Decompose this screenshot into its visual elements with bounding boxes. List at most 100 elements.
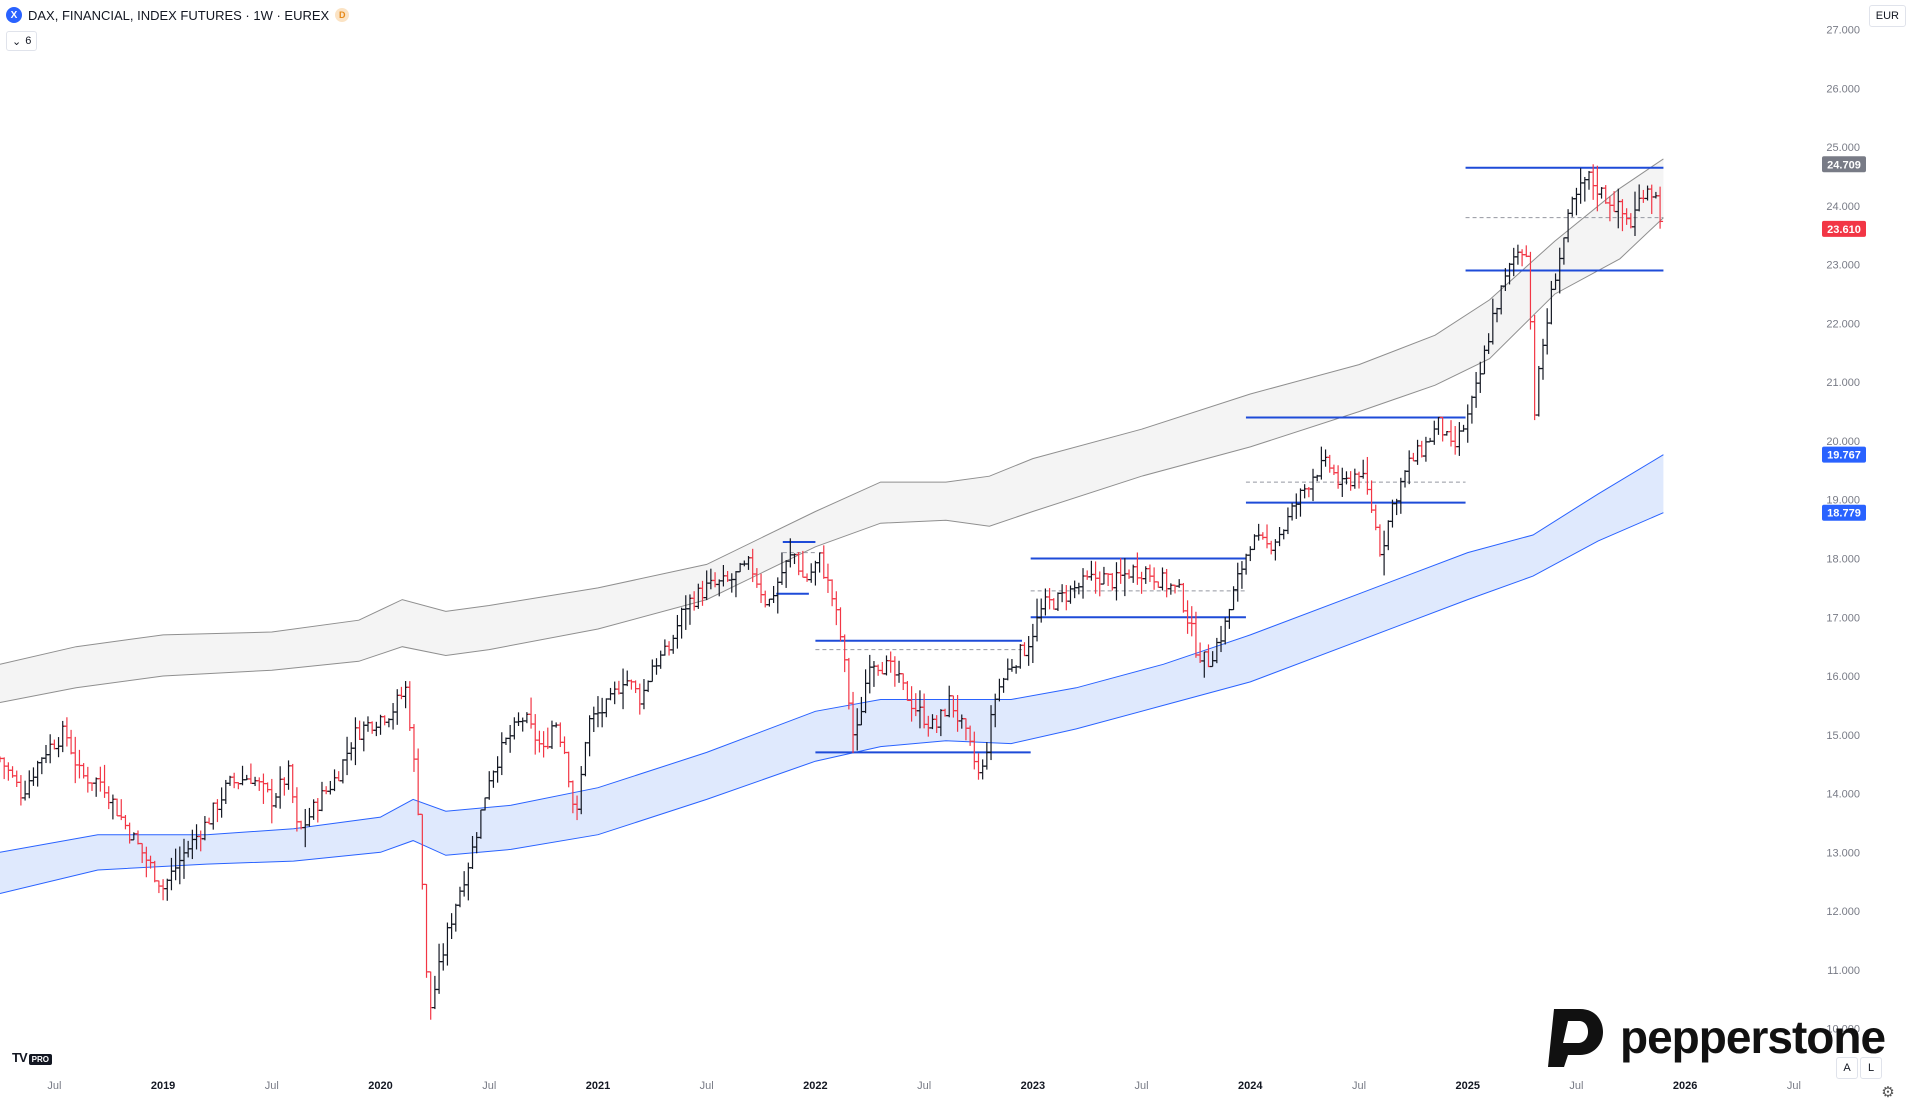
ohlc-bar xyxy=(866,654,873,694)
ohlc-bar xyxy=(1075,582,1082,595)
ohlc-bar xyxy=(440,943,447,971)
ohlc-bar xyxy=(335,771,342,782)
ohlc-bar xyxy=(1247,546,1254,562)
ohlc-bar xyxy=(808,563,815,583)
ohlc-bar xyxy=(1301,484,1308,499)
tradingview-logo[interactable]: TV PRO xyxy=(12,1050,52,1065)
ohlc-bar xyxy=(218,787,225,818)
ohlc-bar xyxy=(620,668,627,710)
ohlc-bar xyxy=(896,660,903,683)
ohlc-bar xyxy=(532,714,539,755)
ohlc-bar xyxy=(1435,416,1442,435)
ohlc-bar xyxy=(624,670,631,687)
ohlc-bar xyxy=(1585,170,1592,190)
x-tick-label: Jul xyxy=(1135,1080,1149,1092)
band-fill-1 xyxy=(0,454,1664,894)
ohlc-bar xyxy=(1414,439,1421,465)
ohlc-bar xyxy=(783,560,790,588)
ohlc-bar xyxy=(628,679,635,690)
ohlc-bar xyxy=(406,681,413,731)
band-lower-1 xyxy=(0,512,1664,894)
ohlc-bar xyxy=(1473,371,1480,408)
ohlc-bar xyxy=(448,913,455,940)
ohlc-bar xyxy=(1590,164,1597,200)
ohlc-bar xyxy=(1544,308,1551,355)
ohlc-bar xyxy=(285,760,292,790)
ohlc-bar xyxy=(1519,249,1526,267)
ohlc-bar xyxy=(758,573,765,604)
auto-scale-button[interactable]: A xyxy=(1836,1057,1858,1079)
ohlc-bar xyxy=(1092,561,1099,594)
ohlc-bar xyxy=(1268,540,1275,555)
ohlc-bar xyxy=(84,766,91,793)
indicator-count: 6 xyxy=(25,35,32,47)
ohlc-bar xyxy=(356,720,363,741)
ohlc-bar xyxy=(887,651,894,673)
x-tick-label: 2025 xyxy=(1455,1080,1479,1092)
ohlc-bar xyxy=(900,673,907,691)
ohlc-bar xyxy=(548,720,555,749)
ohlc-bar xyxy=(632,680,639,694)
ohlc-bar xyxy=(88,782,95,791)
ohlc-bar xyxy=(649,659,656,683)
ohlc-bar xyxy=(155,880,162,894)
ohlc-bar xyxy=(544,727,551,750)
log-scale-button[interactable]: L xyxy=(1860,1057,1882,1079)
band-fill-0 xyxy=(0,158,1664,703)
x-tick-label: Jul xyxy=(917,1080,931,1092)
y-tick-label: 25.000 xyxy=(1826,142,1860,154)
currency-button[interactable]: EUR xyxy=(1868,5,1906,27)
ohlc-bar xyxy=(1176,579,1183,588)
x-tick-label: Jul xyxy=(482,1080,496,1092)
ohlc-bar xyxy=(256,777,263,791)
ohlc-bar xyxy=(444,922,451,966)
indicators-toggle[interactable]: ⌄ 6 xyxy=(6,31,38,51)
ohlc-bar xyxy=(833,591,840,626)
ohlc-bar xyxy=(1577,168,1584,204)
ohlc-bar xyxy=(678,607,685,639)
ohlc-bar xyxy=(1326,454,1333,473)
ohlc-bar xyxy=(1376,524,1383,557)
ohlc-bar xyxy=(1063,585,1070,611)
ohlc-bar xyxy=(1134,552,1141,585)
chart-title[interactable]: DAX, FINANCIAL, INDEX FUTURES · 1W · EUR… xyxy=(28,7,330,23)
ohlc-bar xyxy=(1418,440,1425,458)
ohlc-bar xyxy=(770,585,777,603)
ohlc-bar xyxy=(557,722,564,748)
ohlc-bar xyxy=(1084,570,1091,580)
ohlc-bar xyxy=(1188,606,1195,637)
x-tick-label: Jul xyxy=(47,1080,61,1092)
x-tick-label: Jul xyxy=(700,1080,714,1092)
symbol-icon[interactable]: X xyxy=(6,7,22,23)
price-labels: 24.709 23.610 19.767 18.779 xyxy=(1822,156,1866,521)
pepperstone-wordmark: pepperstone xyxy=(1620,1011,1886,1063)
gear-icon[interactable]: ⚙ xyxy=(1881,1084,1895,1101)
ohlc-bar xyxy=(1042,588,1049,616)
ohlc-bar xyxy=(804,573,811,582)
ohlc-bar xyxy=(1531,314,1538,421)
ohlc-bar xyxy=(260,773,267,804)
ohlc-bar xyxy=(268,778,275,824)
ohlc-bar xyxy=(1251,534,1258,551)
ohlc-bar xyxy=(72,736,79,784)
ohlc-bar xyxy=(1234,562,1241,602)
y-tick-label: 16.000 xyxy=(1826,671,1860,683)
ohlc-bar xyxy=(636,683,643,715)
ohlc-bar xyxy=(1356,471,1363,489)
ohlc-bar xyxy=(97,766,104,792)
data-delay-badge[interactable]: D xyxy=(335,8,350,22)
ohlc-bar xyxy=(410,724,417,772)
price-label-text: 19.767 xyxy=(1827,450,1861,462)
ohlc-bar xyxy=(1477,361,1484,393)
ohlc-bar xyxy=(5,762,12,781)
ohlc-bar xyxy=(883,655,890,676)
ohlc-bar xyxy=(1034,598,1041,642)
ohlc-bar xyxy=(206,817,213,825)
x-tick-label: 2019 xyxy=(151,1080,175,1092)
ohlc-bar xyxy=(1381,530,1388,576)
ohlc-bar xyxy=(344,736,351,776)
ohlc-bar xyxy=(394,689,401,725)
price-axis: 27.000 26.000 25.000 24.000 23.000 22.000 21.0… xyxy=(1826,25,1860,1036)
y-tick-label: 24.000 xyxy=(1826,201,1860,213)
